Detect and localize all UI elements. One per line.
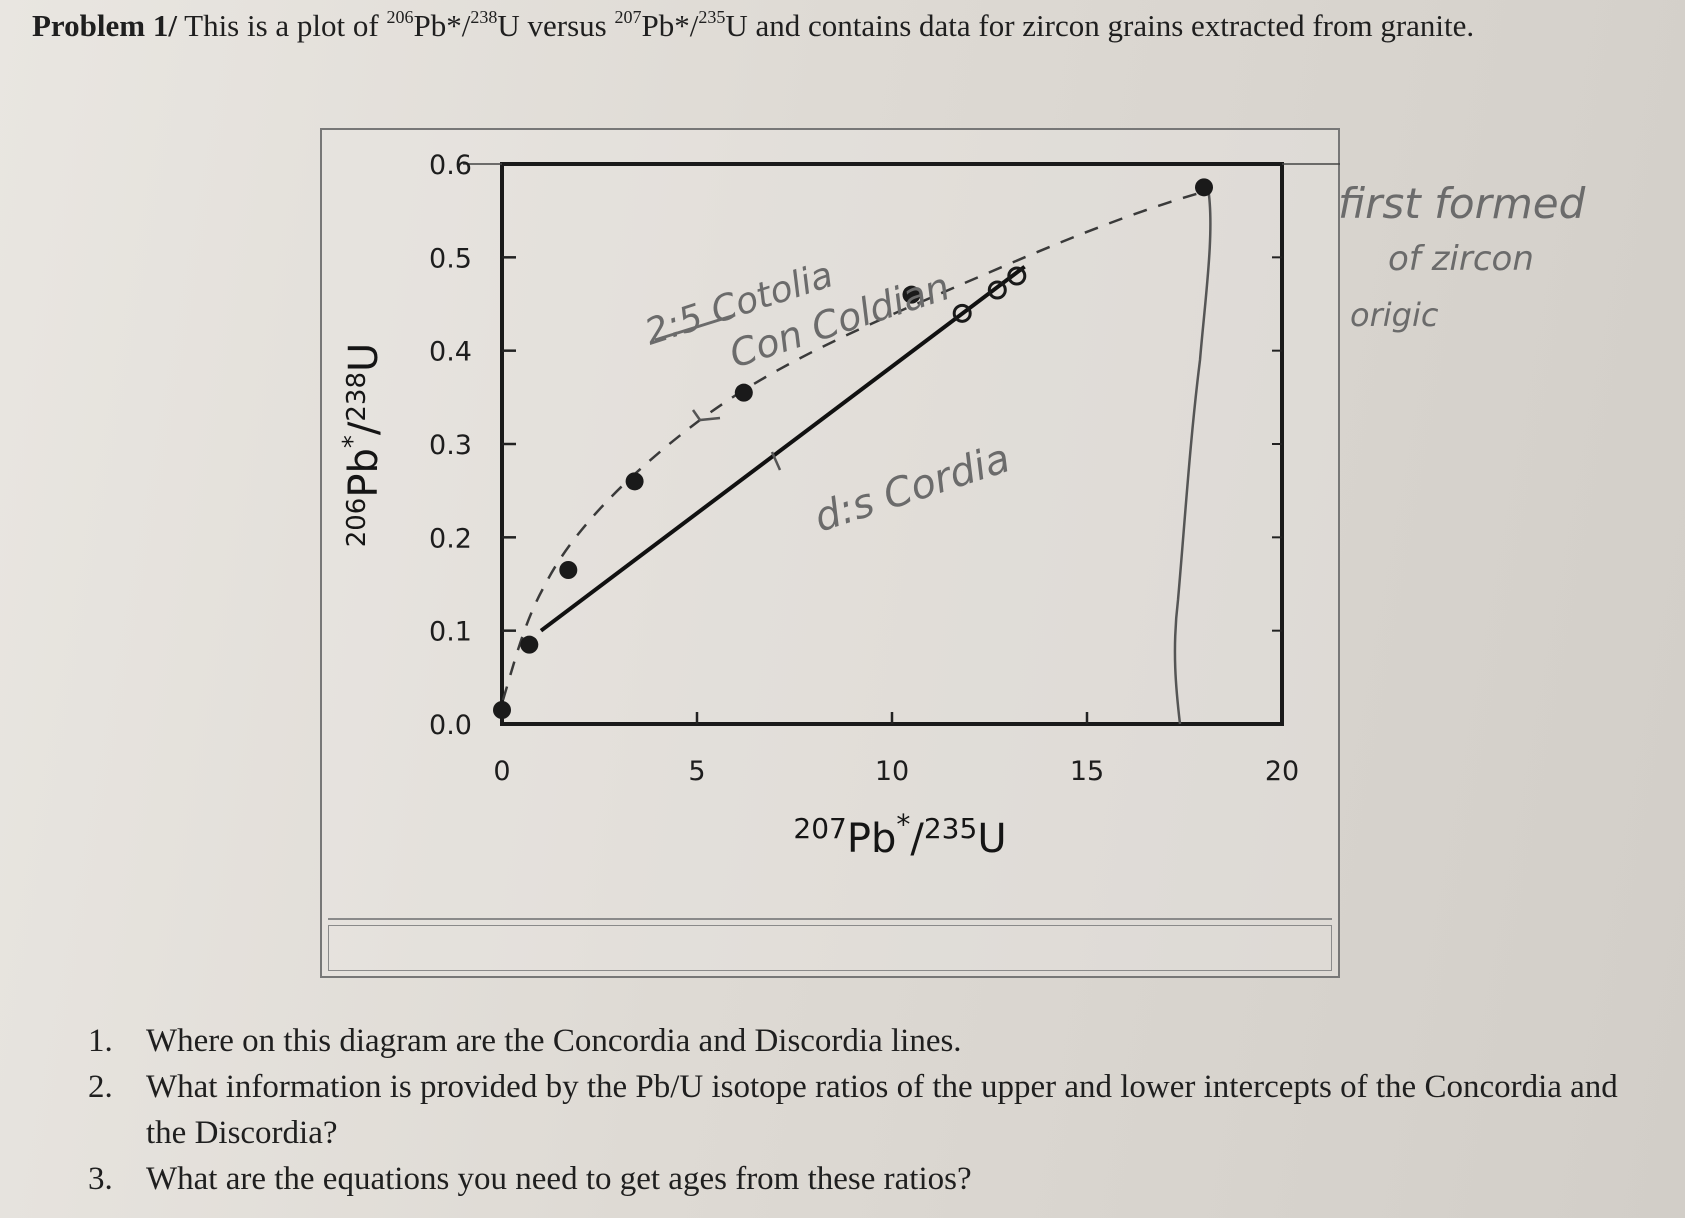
concordia-point	[559, 561, 578, 579]
x-tick-label: 20	[1265, 756, 1299, 787]
y-axis-title: 206Pb*/238U	[338, 343, 387, 548]
concordia-point	[493, 701, 511, 719]
side-note-2: of zircon	[1388, 239, 1534, 279]
question-list: 1. Where on this diagram are the Concordi…	[88, 1018, 1648, 1202]
frame-caption-box	[328, 925, 1332, 971]
x-axis-title: 207Pb*/235U	[793, 808, 1006, 862]
y-tick-label: 0.5	[429, 243, 472, 274]
x-tick-label: 10	[875, 756, 909, 787]
frame-divider	[328, 918, 1332, 920]
side-note-3: origic	[1350, 296, 1439, 334]
annotation-discordia: d:s Cordia	[809, 435, 1016, 541]
pencil-vertical-mark	[1173, 187, 1212, 725]
heading-superscript: 206	[386, 7, 414, 27]
pencil-mark	[770, 451, 782, 471]
question-text: What are the equations you need to get a…	[146, 1161, 972, 1197]
problem-number: Problem 1/	[32, 8, 177, 43]
concordia-point	[520, 635, 539, 654]
y-tick-label: 0.4	[429, 337, 472, 368]
tick-labels: 0 5 10 15 20 0.0 0.1 0.2 0.3 0.4 0.5 0.6	[429, 150, 1299, 787]
heading-text: Pb*/	[641, 8, 699, 43]
x-tick-label: 5	[688, 756, 705, 787]
strike-through	[654, 313, 736, 342]
y-tick-label: 0.2	[429, 523, 472, 554]
heading-text: U versus	[497, 8, 615, 43]
side-note-1: first formed	[1338, 179, 1586, 228]
concordia-point	[625, 472, 644, 491]
y-tick-label: 0.1	[429, 617, 472, 648]
plot-area	[500, 162, 1284, 726]
question-number: 1.	[88, 1023, 113, 1059]
question-number: 2.	[88, 1069, 113, 1105]
question-item: 1. Where on this diagram are the Concordi…	[88, 1018, 1648, 1064]
discordia-line	[539, 265, 1026, 633]
question-item: 2. What information is provided by the Pb…	[88, 1064, 1648, 1156]
discordia-points	[952, 266, 1027, 323]
concordia-point	[734, 383, 753, 402]
heading-text: Pb*/	[413, 8, 471, 43]
concordia-line	[501, 188, 1211, 701]
y-tick-label: 0.3	[429, 430, 472, 461]
concordia-point	[1195, 178, 1213, 197]
figure-frame	[320, 128, 1340, 978]
heading-superscript: 238	[470, 7, 498, 27]
axis-ticks	[502, 256, 1282, 724]
x-tick-label: 15	[1070, 756, 1104, 787]
question-text: Where on this diagram are the Concordia …	[146, 1023, 962, 1059]
concordia-points	[493, 178, 1213, 719]
discordia-point	[1007, 266, 1027, 286]
heading-superscript: 207	[614, 7, 642, 27]
question-number: 3.	[88, 1161, 113, 1197]
heading-text: U and contains data for zircon grains ex…	[725, 8, 1475, 43]
heading-text: This is a plot of	[176, 8, 387, 43]
question-item: 3. What are the equations you need to get…	[88, 1156, 1648, 1202]
x-tick-label: 0	[493, 756, 510, 787]
discordia-point	[987, 280, 1007, 300]
concordia-point	[902, 285, 921, 304]
y-tick-label: 0.0	[429, 710, 472, 741]
discordia-point	[952, 303, 972, 323]
question-text: What information is provided by the Pb/U…	[146, 1069, 1618, 1151]
heading-superscript: 235	[698, 7, 726, 27]
pencil-mark	[691, 409, 721, 422]
y-tick-label: 0.6	[429, 150, 472, 181]
problem-heading: Problem 1/ This is a plot of 206Pb*/238U…	[32, 4, 1632, 48]
